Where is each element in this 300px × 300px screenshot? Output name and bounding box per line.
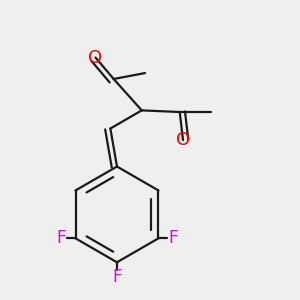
Text: O: O xyxy=(176,131,190,149)
Text: F: F xyxy=(112,268,122,286)
Text: O: O xyxy=(88,49,103,67)
Text: F: F xyxy=(169,229,178,247)
Text: F: F xyxy=(56,229,65,247)
